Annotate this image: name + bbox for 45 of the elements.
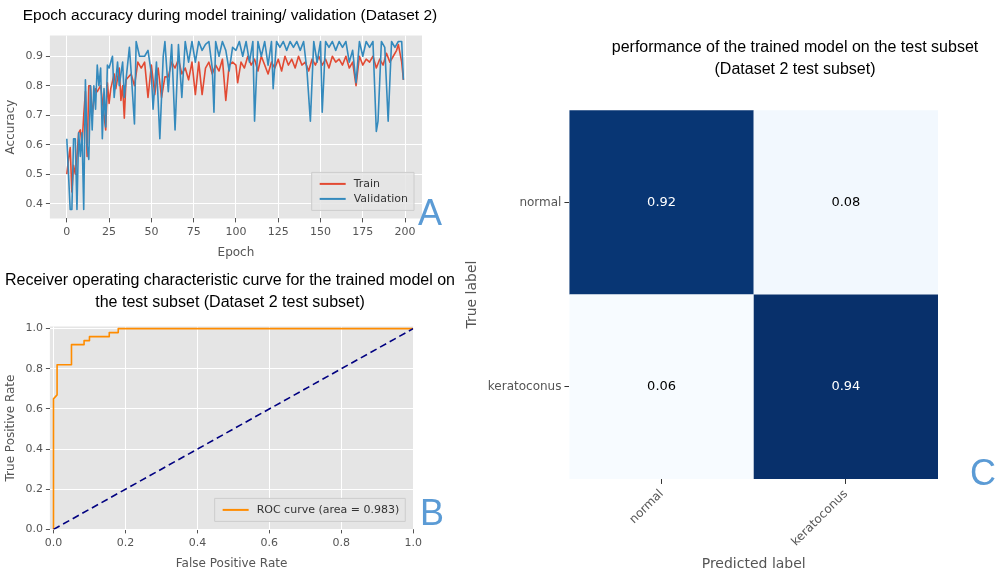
y-tick-label: 1.0 [25, 321, 43, 335]
y-tick-label: 0.4 [25, 441, 43, 455]
y-axis-title: True label [463, 260, 480, 330]
y-tick-label: 0.9 [25, 49, 43, 63]
legend-label: ROC curve (area = 0.983) [256, 502, 400, 516]
chart-title: Receiver operating characteristic curve for the trained model on the test subset (Dataset 2 test subset) [5, 270, 455, 312]
x-tick-label: 125 [267, 224, 289, 238]
x-tick-label: 75 [186, 224, 201, 238]
x-tick-label: 25 [102, 224, 117, 238]
text: C [970, 452, 996, 493]
x-tick-label: 0.2 [116, 535, 135, 549]
data-label: 0.94 [831, 378, 861, 394]
x-axis-title: Epoch [217, 244, 255, 259]
x-tick-label: 0.0 [44, 535, 63, 549]
data-label: 0.92 [647, 193, 677, 209]
x-tick-label: 0.8 [332, 535, 351, 549]
x-tick-label: 0.6 [260, 535, 279, 549]
x-axis-title: False Positive Rate [175, 555, 288, 570]
y-tick-label: 0.8 [25, 78, 43, 92]
y-tick-label: 0.7 [25, 108, 43, 122]
x-tick-label: 0 [63, 224, 71, 238]
y-tick-label: 0.8 [25, 361, 43, 375]
x-tick-label: 1.0 [404, 535, 422, 549]
y-tick-label: 0.5 [25, 167, 43, 181]
annotation: A [418, 192, 443, 233]
x-tick-label: 50 [144, 224, 159, 238]
y-tick-label: 0.6 [25, 401, 43, 415]
y-axis-title: Accuracy [3, 99, 18, 155]
x-axis-title: Predicted label [701, 555, 806, 572]
y-tick-label: 0.6 [25, 137, 43, 151]
chart-title: performance of the trained model on the test subset (Dataset 2 test subset) [610, 37, 980, 79]
y-axis-title: True Positive Rate [3, 374, 18, 483]
legend-label: Validation [353, 191, 409, 205]
legend-label: Train [352, 176, 381, 190]
y-tick-label: 0.0 [25, 522, 43, 536]
chart-title: Epoch accuracy during model training/ validation (Dataset 2) [21, 5, 439, 25]
text: B [420, 492, 445, 533]
y-tick-label: 0.4 [25, 196, 43, 210]
x-tick-label: 0.4 [188, 535, 207, 549]
data-label: 0.06 [647, 378, 677, 394]
x-tick-label: 150 [310, 224, 332, 238]
x-tick-label: 100 [225, 224, 247, 238]
data-label: 0.08 [831, 193, 861, 209]
x-tick-label: 175 [352, 224, 374, 238]
x-tick-label: 200 [394, 224, 416, 238]
